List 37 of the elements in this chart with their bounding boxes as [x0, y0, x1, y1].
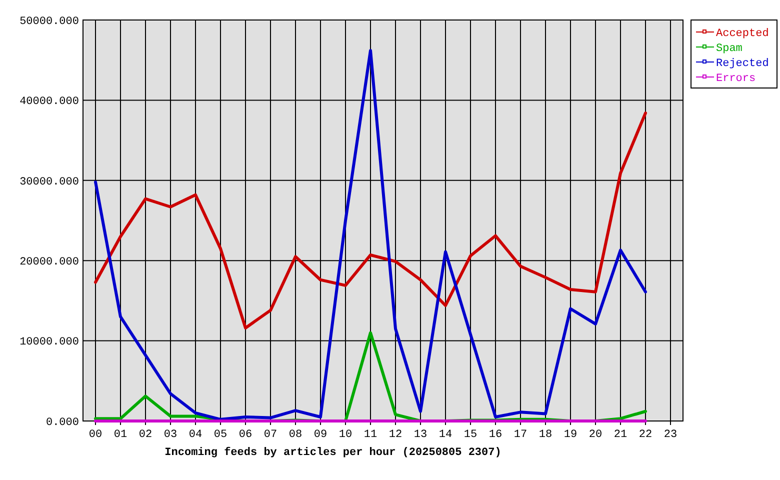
x-axis-title: Incoming feeds by articles per hour (20250805 2307): [164, 446, 502, 459]
y-tick-label: 30000.000: [20, 176, 79, 188]
x-tick-label: 02: [138, 429, 152, 441]
legend-label: Spam: [716, 42, 743, 55]
x-tick-label: 06: [238, 429, 252, 441]
x-tick-label: 12: [388, 429, 402, 441]
y-tick-label: 10000.000: [20, 336, 79, 349]
x-tick-label: 07: [264, 429, 278, 441]
x-tick-label: 16: [488, 429, 502, 441]
y-tick-label: 0.000: [46, 416, 79, 429]
x-tick-label: 04: [188, 429, 202, 441]
y-tick-label: 20000.000: [20, 256, 79, 268]
x-tick-label: 23: [664, 429, 678, 441]
x-tick-label: 03: [164, 429, 178, 441]
line-series: [94, 112, 647, 330]
y-tick-label: 50000.000: [20, 16, 79, 28]
x-tick-label: 01: [114, 429, 128, 441]
x-tick-label: 10: [338, 429, 352, 441]
legend-label: Accepted: [716, 28, 769, 40]
x-tick-label: 19: [564, 429, 578, 441]
line-series: [94, 48, 647, 421]
x-tick-label: 20: [588, 429, 602, 441]
x-tick-label: 18: [538, 429, 552, 441]
x-tick-label: 05: [214, 429, 228, 441]
x-tick-label: 15: [464, 429, 478, 441]
x-tick-label: 08: [288, 429, 302, 441]
x-tick-label: 21: [614, 429, 628, 441]
x-tick-label: 09: [314, 429, 328, 441]
legend-label: Errors: [716, 72, 756, 85]
y-tick-label: 40000.000: [20, 96, 79, 108]
x-tick-label: 11: [364, 429, 378, 441]
x-tick-label: 22: [638, 429, 652, 441]
x-tick-label: 14: [438, 429, 452, 441]
x-tick-label: 13: [414, 429, 428, 441]
x-tick-label: 00: [88, 429, 102, 441]
legend-label: Rejected: [716, 58, 769, 70]
x-tick-label: 17: [514, 429, 528, 441]
